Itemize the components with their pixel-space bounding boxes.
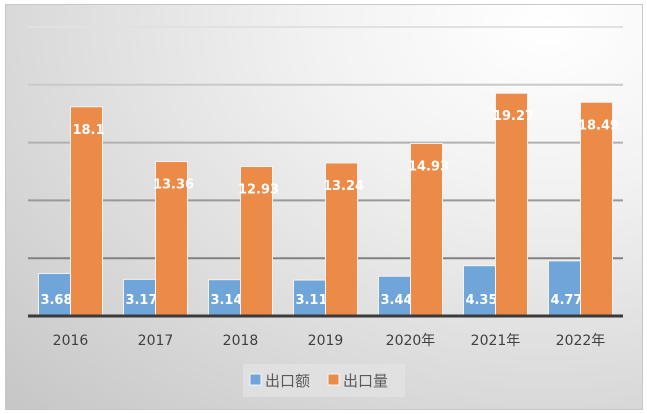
- legend: [243, 364, 405, 397]
- x-tick-label: 2018: [223, 333, 259, 349]
- legend-label: 出口额: [265, 372, 310, 390]
- x-tick-label: 2019: [308, 333, 344, 349]
- legend-swatch-icon: [327, 373, 340, 386]
- data-label: 3.17: [125, 293, 157, 308]
- x-tick-label: 2017: [138, 333, 174, 349]
- bar-value: [378, 275, 411, 317]
- data-label: 14.93: [408, 159, 449, 174]
- bar-value: [123, 278, 156, 317]
- bar-value: [293, 279, 326, 317]
- data-label: 18.49: [578, 118, 619, 133]
- data-label: 12.93: [238, 183, 279, 198]
- data-label: 18.1: [72, 123, 104, 138]
- data-label: 4.35: [465, 293, 497, 308]
- bar-value: [548, 260, 581, 317]
- bar-volume: [580, 101, 613, 317]
- x-tick-label: 2022年: [556, 333, 606, 349]
- chart-area: [5, 4, 643, 410]
- data-label: 3.68: [40, 293, 72, 308]
- bar-volume: [155, 161, 188, 317]
- legend-swatch-icon: [249, 373, 262, 386]
- x-tick-label: 2016: [53, 333, 89, 349]
- bar-value: [208, 279, 241, 317]
- x-tick-label: 2021年: [471, 333, 521, 349]
- data-label: 3.14: [210, 293, 242, 308]
- bar-volume: [495, 92, 528, 317]
- bar-volume: [70, 106, 103, 317]
- bar-volume: [410, 142, 443, 317]
- data-label: 4.77: [550, 293, 582, 308]
- data-label: 3.11: [295, 293, 327, 308]
- data-label: 19.27: [493, 109, 534, 124]
- data-label: 13.24: [323, 179, 364, 194]
- x-tick-label: 2020年: [386, 333, 436, 349]
- data-label: 13.36: [153, 178, 194, 193]
- bar-volume: [325, 162, 358, 317]
- bar-value: [463, 265, 496, 317]
- bar-volume: [240, 166, 273, 317]
- legend-label: 出口量: [343, 372, 388, 390]
- data-label: 3.44: [380, 293, 412, 308]
